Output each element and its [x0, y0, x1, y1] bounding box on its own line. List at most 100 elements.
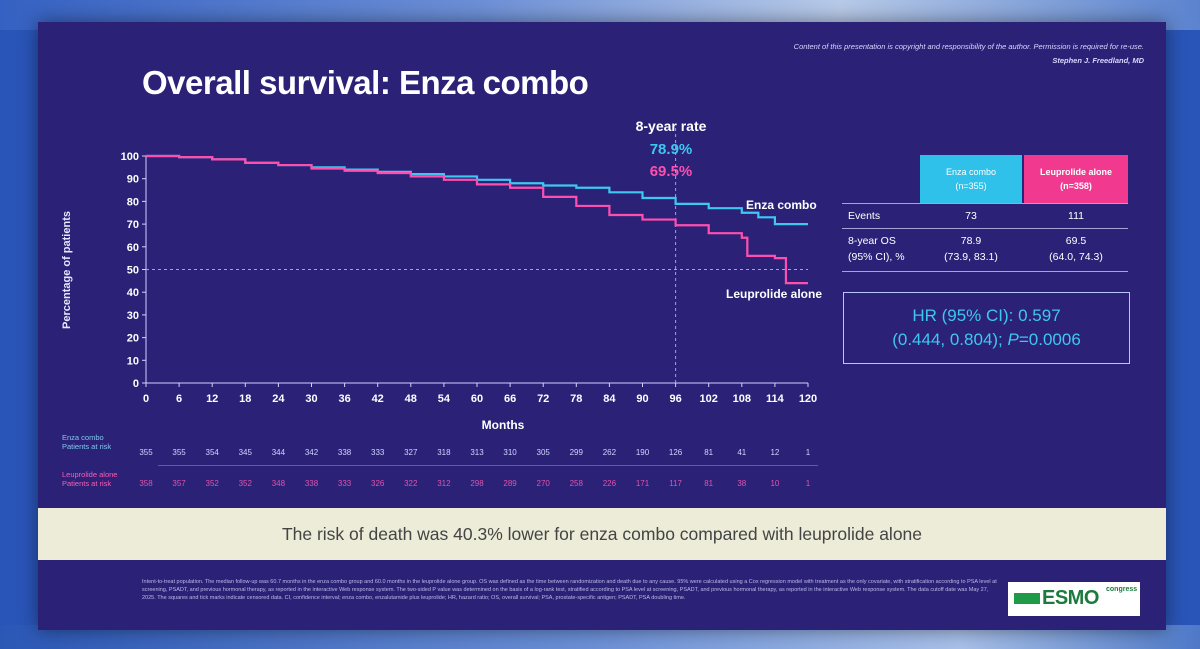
- x-tick-label: 60: [471, 393, 483, 405]
- risk-value-leuprolide: 312: [437, 479, 451, 488]
- y-tick-label: 90: [127, 174, 139, 186]
- enza-combo-curve-label: Enza combo: [746, 198, 817, 212]
- risk-value-combo: 41: [737, 448, 747, 457]
- risk-value-leuprolide: 352: [205, 479, 219, 488]
- x-tick-label: 90: [636, 393, 648, 405]
- x-tick-label: 54: [438, 393, 451, 405]
- year-rate-heading: 8-year rate: [635, 118, 707, 134]
- x-tick-label: 108: [733, 393, 751, 405]
- y-tick-label: 60: [127, 242, 139, 254]
- table-header-enza-combo-n: (n=355): [955, 181, 987, 191]
- table-os-combo-value: 78.9: [960, 235, 982, 247]
- risk-value-combo: 354: [205, 448, 219, 457]
- table-label-os: 8-year OS (95% CI), %: [848, 233, 905, 265]
- table-os-combo-ci: (73.9, 83.1): [944, 251, 998, 263]
- x-tick-label: 96: [669, 393, 681, 405]
- hazard-ratio-line1: HR (95% CI): 0.597: [912, 306, 1061, 325]
- x-tick-label: 66: [504, 393, 516, 405]
- risk-value-leuprolide: 258: [569, 479, 583, 488]
- x-tick-label: 102: [700, 393, 718, 405]
- risk-value-combo: 344: [271, 448, 286, 457]
- esmo-logo-sub: congress: [1106, 586, 1138, 593]
- esmo-logo: ESMO congress: [1008, 582, 1140, 616]
- x-tick-label: 36: [338, 393, 350, 405]
- x-tick-label: 42: [372, 393, 384, 405]
- y-tick-label: 50: [127, 265, 139, 277]
- x-tick-label: 72: [537, 393, 549, 405]
- risk-row-label-leuprolide: Leuprolide alone Patients at risk: [62, 470, 117, 488]
- leuprolide-rate-value: 69.5%: [649, 163, 693, 180]
- risk-value-combo: 299: [569, 448, 583, 457]
- x-tick-label: 48: [405, 393, 417, 405]
- x-tick-label: 114: [766, 393, 785, 405]
- risk-value-combo: 190: [635, 448, 650, 457]
- x-tick-label: 12: [206, 393, 218, 405]
- risk-row-label-combo-sub: Patients at risk: [62, 442, 112, 451]
- author-credit: Stephen J. Freedland, MD: [1052, 56, 1144, 65]
- table-events-leuprolide: 111: [1068, 210, 1084, 222]
- risk-value-leuprolide: 10: [770, 479, 780, 488]
- risk-value-combo: 310: [503, 448, 517, 457]
- p-value-label: P: [1007, 330, 1019, 349]
- leuprolide-alone-curve: [146, 154, 808, 285]
- risk-value-leuprolide: 38: [737, 479, 747, 488]
- x-tick-label: 78: [570, 393, 582, 405]
- risk-row-divider: [158, 465, 818, 466]
- y-tick-label: 80: [127, 196, 139, 208]
- risk-value-leuprolide: 333: [337, 479, 352, 488]
- risk-value-combo: 262: [602, 448, 617, 457]
- risk-value-combo: 355: [139, 448, 153, 457]
- table-os-leuprolide-ci: (64.0, 74.3): [1049, 251, 1103, 263]
- x-tick-label: 120: [799, 393, 817, 405]
- table-label-events: Events: [848, 210, 881, 222]
- risk-row-label-combo: Enza combo Patients at risk: [62, 433, 111, 451]
- x-tick-label: 18: [239, 393, 251, 405]
- table-os-leuprolide: 69.5 (64.0, 74.3): [1024, 233, 1128, 265]
- risk-value-leuprolide: 348: [271, 479, 286, 488]
- esmo-logo-text: ESMO: [1042, 587, 1099, 609]
- table-header-leuprolide-name: Leuprolide alone: [1039, 167, 1112, 177]
- conclusion-banner: The risk of death was 40.3% lower for en…: [38, 508, 1166, 560]
- hazard-ratio-box: HR (95% CI): 0.597 (0.444, 0.804); P=0.0…: [843, 292, 1130, 364]
- risk-value-leuprolide: 338: [304, 479, 319, 488]
- risk-value-leuprolide: 322: [404, 479, 418, 488]
- table-header-enza-combo: Enza combo (n=355): [920, 155, 1022, 203]
- x-tick-label: 84: [603, 393, 616, 405]
- slide-title: Overall survival: Enza combo: [142, 64, 589, 101]
- y-tick-label: 70: [127, 219, 139, 231]
- x-tick-label: 30: [305, 393, 317, 405]
- risk-value-combo: 345: [238, 448, 252, 457]
- table-divider-top: [842, 203, 1128, 204]
- hazard-ratio-line2: (0.444, 0.804); P=0.0006: [844, 328, 1129, 352]
- risk-value-combo: 81: [704, 448, 714, 457]
- y-tick-label: 20: [127, 333, 139, 345]
- risk-value-leuprolide: 117: [669, 479, 682, 488]
- table-header-leuprolide: Leuprolide alone (n=358): [1024, 155, 1128, 203]
- risk-row-label-leuprolide-name: Leuprolide alone: [62, 470, 118, 479]
- table-label-os-line2: (95% CI), %: [848, 251, 905, 263]
- risk-value-leuprolide: 171: [635, 479, 650, 488]
- risk-value-leuprolide: 1: [805, 479, 811, 488]
- risk-value-leuprolide: 81: [704, 479, 714, 488]
- x-tick-label: 24: [272, 393, 285, 405]
- risk-value-combo: 1: [805, 448, 811, 457]
- x-axis-label: Months: [481, 418, 525, 432]
- p-value: =0.0006: [1018, 330, 1081, 349]
- risk-value-leuprolide: 326: [371, 479, 385, 488]
- survival-chart: 0 10 20 30 40 50 60 70 80 90 100 0 6 12 18 24 30 36 42 48 54…: [121, 128, 817, 405]
- risk-value-leuprolide: 352: [238, 479, 252, 488]
- risk-value-combo: 342: [304, 448, 319, 457]
- risk-value-leuprolide: 226: [602, 479, 617, 488]
- slide: Content of this presentation is copyrigh…: [38, 22, 1166, 630]
- table-header-leuprolide-n: (n=358): [1060, 181, 1092, 191]
- risk-value-leuprolide: 270: [536, 479, 550, 488]
- risk-value-combo: 355: [172, 448, 186, 457]
- y-tick-label: 40: [127, 287, 139, 299]
- risk-value-leuprolide: 298: [470, 479, 484, 488]
- copyright-notice: Content of this presentation is copyrigh…: [794, 40, 1144, 68]
- risk-value-combo: 327: [404, 448, 418, 457]
- risk-value-combo: 318: [437, 448, 451, 457]
- esmo-logo-mark: [1014, 593, 1040, 604]
- risk-value-combo: 305: [536, 448, 550, 457]
- leuprolide-curve-label: Leuprolide alone: [726, 287, 823, 301]
